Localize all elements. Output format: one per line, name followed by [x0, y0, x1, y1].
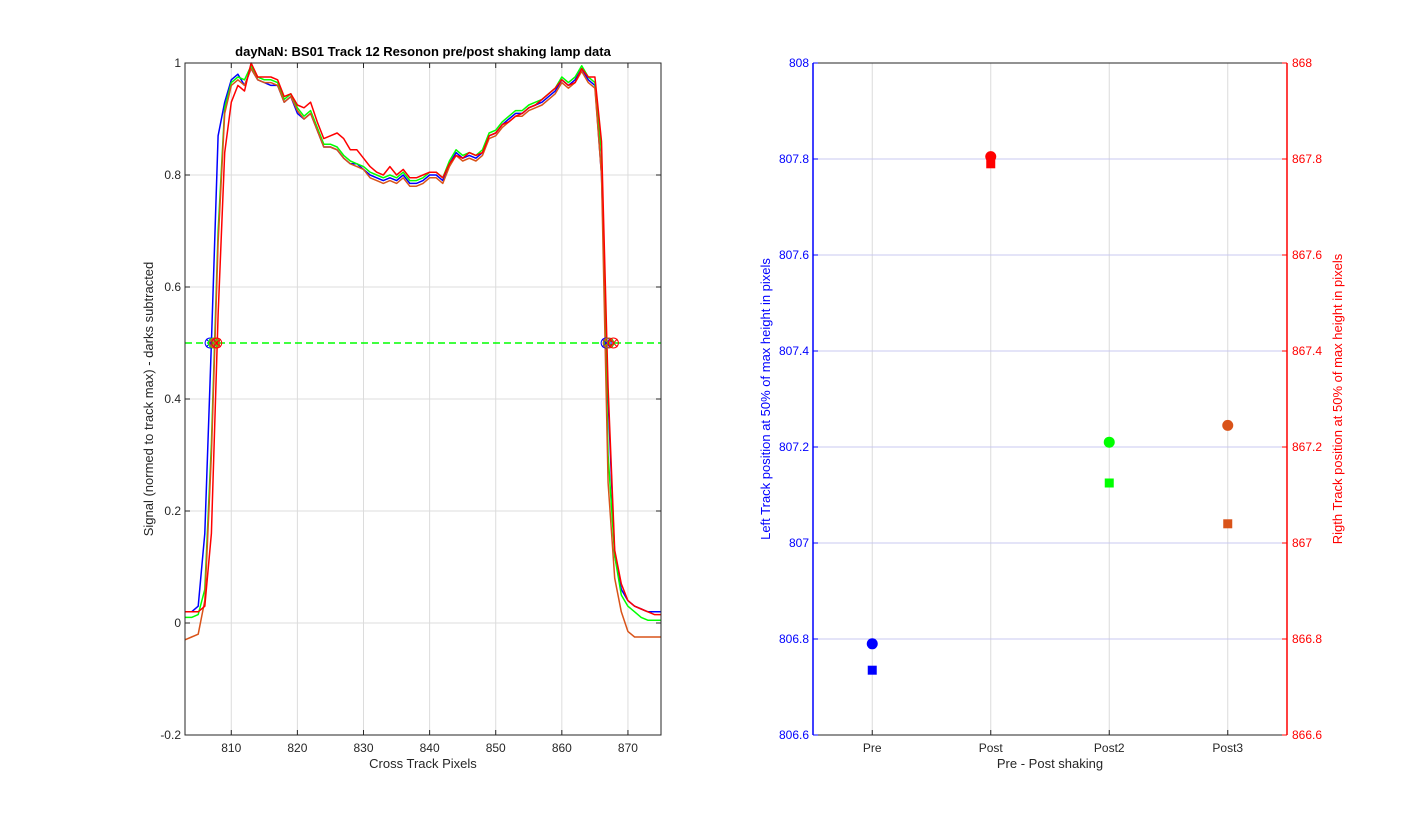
right-track-point: [985, 151, 997, 163]
left-y-tick-label: 806.8: [779, 632, 809, 646]
x-tick-label: 850: [486, 741, 506, 755]
right-y-tick-label: 866.8: [1292, 632, 1322, 646]
left-y-tick-label: 806.6: [779, 728, 809, 742]
series-line: [185, 65, 661, 621]
right-y-tick-label: 867.8: [1292, 152, 1322, 166]
left-chart-title: dayNaN: BS01 Track 12 Resonon pre/post s…: [235, 44, 611, 59]
left-y-tick-label: 807.8: [779, 152, 809, 166]
left-x-axis-label: Cross Track Pixels: [369, 756, 477, 771]
scatter-points: [866, 151, 1234, 675]
category-label: Post3: [1212, 741, 1243, 755]
x-tick-label: 830: [353, 741, 373, 755]
right-track-point: [1222, 419, 1234, 431]
x-tick-label: 840: [420, 741, 440, 755]
series-line: [184, 67, 661, 641]
left-track-point: [1104, 478, 1114, 488]
left-y-axis-label: Signal (normed to track max) - darks sub…: [141, 262, 156, 537]
x-tick-label: 870: [618, 741, 638, 755]
crossing-cross: [609, 338, 618, 348]
series-group: [184, 62, 661, 641]
right-track-point: [866, 638, 878, 650]
left-y-tick-label: 807.6: [779, 248, 809, 262]
y-tick-label: 0.2: [164, 504, 181, 518]
right-plot-area: [813, 63, 1287, 735]
x-tick-label: 810: [221, 741, 241, 755]
category-label: Post: [979, 741, 1004, 755]
left-y-tick-label: 807.4: [779, 344, 809, 358]
right-y-tick-label: 868: [1292, 56, 1312, 70]
right-panel-right-y-label: Rigth Track position at 50% of max heigh…: [1330, 253, 1345, 544]
left-track-point: [867, 665, 877, 675]
left-y-tick-label: 808: [789, 56, 809, 70]
left-y-tick-label: 807: [789, 536, 809, 550]
y-tick-label: 0: [174, 616, 181, 630]
right-y-tick-label: 867.2: [1292, 440, 1322, 454]
left-track-point: [986, 159, 996, 169]
y-tick-label: 0.4: [164, 392, 181, 406]
left-ticks: 810 820 830 840 850 860 870 -0.2 0 0.2 0.4 0.6 0.8 1: [160, 56, 661, 755]
right-y-tick-label: 867.4: [1292, 344, 1322, 358]
x-tick-label: 820: [287, 741, 307, 755]
right-y-tick-label: 867: [1292, 536, 1312, 550]
line-chart-panel: 810 820 830 840 850 860 870-0.200.20.40.60.81 …: [141, 44, 662, 771]
crossing-marker: [211, 337, 223, 349]
right-grid: [813, 62, 1287, 736]
right-track-point: [1103, 436, 1115, 448]
category-label: Pre: [863, 741, 882, 755]
right-panel-left-y-label: Left Track position at 50% of max height…: [758, 258, 773, 540]
left-y-tick-label: 807.2: [779, 440, 809, 454]
right-y-tick-label: 866.6: [1292, 728, 1322, 742]
y-tick-label: 1: [174, 56, 181, 70]
right-y-tick-label: 867.6: [1292, 248, 1322, 262]
crossing-marker: [607, 337, 619, 349]
y-tick-label: -0.2: [160, 728, 181, 742]
y-tick-label: 0.8: [164, 168, 181, 182]
y-tick-label: 0.6: [164, 280, 181, 294]
crossing-cross: [212, 338, 222, 348]
series-line: [185, 62, 661, 616]
right-x-axis-label: Pre - Post shaking: [997, 756, 1103, 771]
right-ticks: Pre Post Post2 Post3 806.6 806.8 807 807.2 807.4…: [779, 56, 1322, 755]
category-label: Post2: [1094, 741, 1125, 755]
left-track-point: [1223, 519, 1233, 529]
crossing-markers: [204, 337, 619, 349]
scatter-chart-panel: Pre Post Post2 Post3 806.6 806.8 807 807.2 807.4…: [758, 56, 1345, 771]
x-tick-label: 860: [552, 741, 572, 755]
